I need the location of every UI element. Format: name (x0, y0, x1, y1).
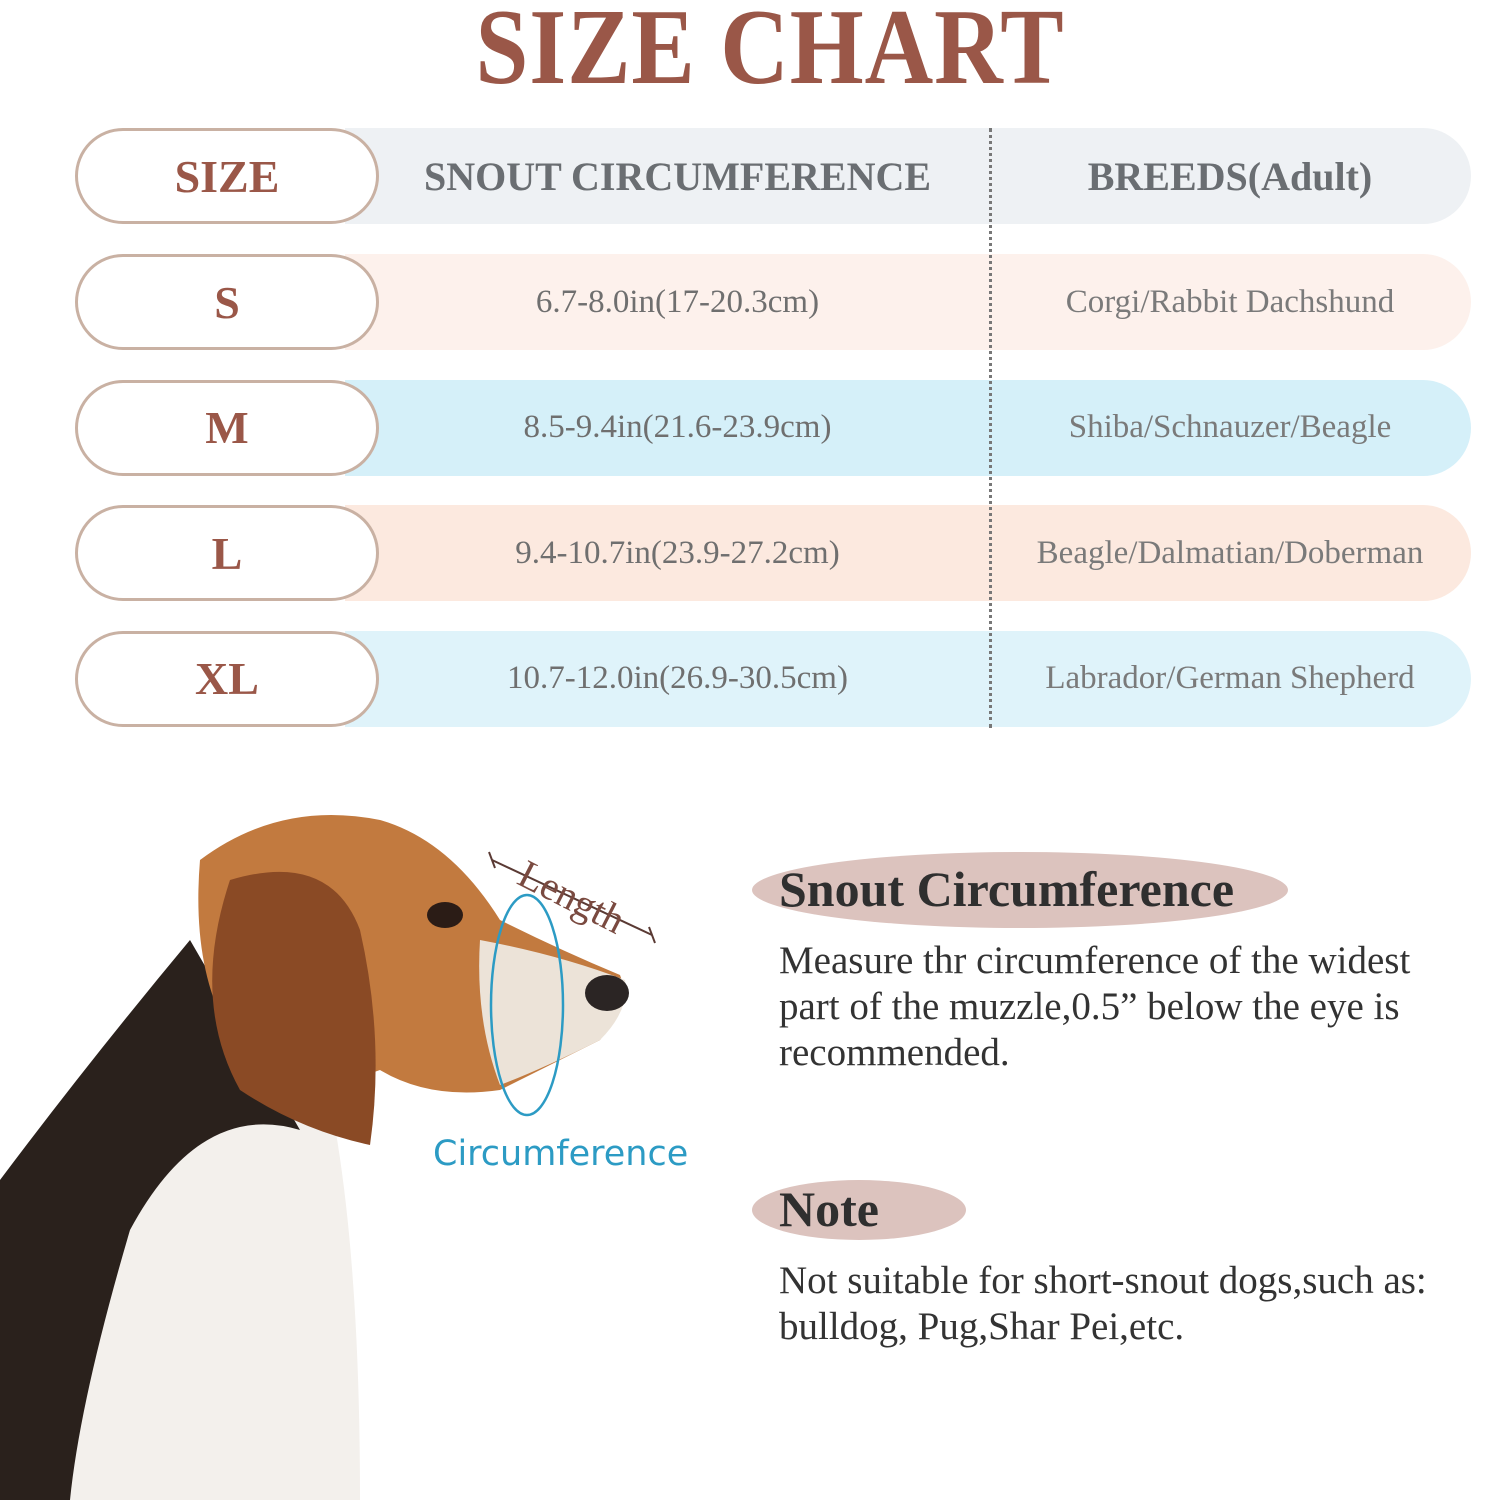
dog-nose (585, 975, 629, 1011)
row-band (345, 379, 1471, 476)
size-cell: S (75, 254, 379, 350)
table-row: XL 10.7-12.0in(26.9-30.5cm) Labrador/Ger… (75, 630, 1471, 727)
dog-eye (427, 902, 463, 928)
dog-muzzle (479, 940, 626, 1085)
table-row: L 9.4-10.7in(23.9-27.2cm) Beagle/Dalmati… (75, 505, 1471, 601)
row-band (345, 630, 1471, 727)
size-cell: L (75, 505, 379, 601)
header-snout: SNOUT CIRCUMFERENCE (423, 153, 932, 199)
length-line (491, 859, 653, 936)
header-size: SIZE (75, 128, 379, 224)
table-row: S 6.7-8.0in(17-20.3cm) Corgi/Rabbit Dach… (75, 254, 1471, 350)
table-header-row: SIZE SNOUT CIRCUMFERENCE BREEDS(Adult) (75, 128, 1471, 224)
table-row: M 8.5-9.4in(21.6-23.9cm) Shiba/Schnauzer… (75, 379, 1471, 476)
row-band (345, 128, 1471, 224)
dog-ear (212, 871, 376, 1145)
snout-line-1: Measure thr circumference of the widest (779, 939, 1411, 982)
dog-back-fur (0, 940, 300, 1500)
row-band (345, 505, 1471, 601)
note-heading: Note (779, 1181, 879, 1237)
size-cell: M (75, 379, 379, 476)
snout-cell: 9.4-10.7in(23.9-27.2cm) (515, 534, 840, 571)
circumference-label: Circumference (433, 1134, 689, 1174)
note-highlight (752, 1180, 966, 1240)
beagle-photo (0, 815, 656, 1500)
note-line-2: bulldog, Pug,Shar Pei,etc. (779, 1305, 1185, 1348)
header-breeds: BREEDS(Adult) (1087, 153, 1373, 199)
heading-highlight (752, 852, 1288, 928)
snout-line-2: part of the muzzle,0.5” below the eye is (779, 985, 1400, 1028)
snout-cell: 8.5-9.4in(21.6-23.9cm) (523, 409, 832, 445)
breeds-cell: Beagle/Dalmatian/Doberman (1036, 534, 1424, 571)
snout-cell: 10.7-12.0in(26.9-30.5cm) (507, 660, 848, 696)
snout-cell: 6.7-8.0in(17-20.3cm) (535, 283, 820, 320)
breeds-cell: Shiba/Schnauzer/Beagle (1068, 409, 1392, 445)
breeds-cell: Corgi/Rabbit Dachshund (1065, 283, 1395, 320)
column-divider (989, 128, 992, 728)
row-band (345, 254, 1471, 350)
note-line-1: Not suitable for short-snout dogs,such a… (779, 1259, 1427, 1302)
snout-line-3: recommended. (779, 1031, 1010, 1074)
size-cell: XL (75, 630, 379, 727)
page-title: SIZE CHART (475, 0, 1065, 107)
snout-heading: Snout Circumference (779, 861, 1235, 917)
circumference-ring (489, 893, 565, 1117)
breeds-cell: Labrador/German Shepherd (1045, 660, 1415, 696)
